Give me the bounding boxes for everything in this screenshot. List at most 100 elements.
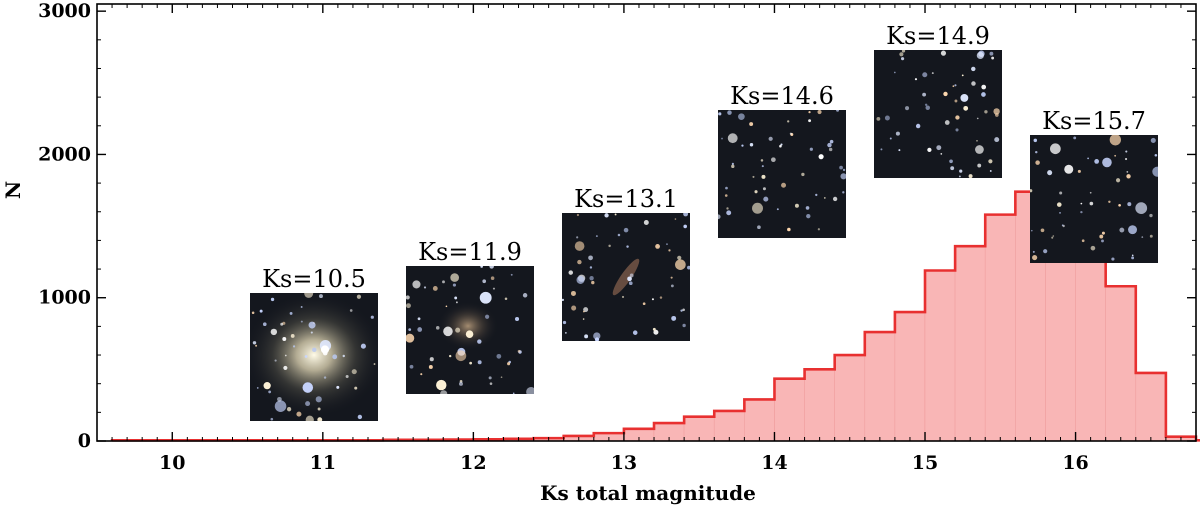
star: [583, 307, 589, 313]
star: [440, 390, 448, 394]
star: [373, 363, 376, 365]
star: [617, 233, 621, 237]
star: [290, 334, 295, 338]
star: [1032, 255, 1038, 261]
star: [252, 341, 257, 345]
star: [589, 266, 593, 269]
star: [406, 295, 410, 300]
star: [568, 270, 573, 275]
star: [409, 364, 414, 369]
star: [1056, 202, 1062, 207]
star: [1081, 239, 1085, 243]
star: [954, 84, 957, 87]
star: [412, 280, 421, 289]
star: [671, 315, 677, 321]
star: [1154, 153, 1158, 157]
star: [310, 331, 313, 334]
y-axis-title: N: [1, 181, 25, 199]
star: [1126, 171, 1129, 173]
star: [738, 113, 745, 120]
star: [593, 332, 601, 340]
x-tick-label: 11: [310, 452, 336, 474]
star: [621, 295, 625, 299]
star: [342, 354, 345, 358]
star: [370, 315, 374, 319]
star: [829, 139, 834, 144]
star: [787, 227, 791, 232]
star: [989, 170, 992, 172]
star: [727, 133, 738, 144]
star: [336, 385, 340, 389]
x-axis-title: Ks total magnitude: [540, 481, 756, 505]
star: [1064, 164, 1074, 174]
histogram-bar: [864, 331, 896, 442]
star: [1033, 138, 1038, 143]
star: [960, 93, 969, 102]
star: [880, 148, 883, 151]
star: [482, 279, 487, 284]
star: [940, 50, 947, 56]
star: [435, 326, 440, 330]
star: [408, 328, 412, 331]
star: [589, 276, 594, 281]
star: [604, 213, 609, 218]
star: [976, 117, 979, 120]
star: [682, 323, 686, 328]
star: [562, 298, 565, 302]
star: [268, 390, 272, 394]
star: [781, 182, 787, 188]
star: [958, 175, 961, 178]
star: [262, 322, 267, 327]
star: [1047, 170, 1053, 176]
star: [1127, 202, 1132, 207]
star: [1102, 157, 1112, 168]
star: [1101, 239, 1104, 243]
x-tick-label: 16: [1062, 452, 1088, 474]
star: [794, 203, 799, 208]
galaxy-inset: [562, 213, 690, 341]
star: [955, 128, 959, 132]
star: [315, 396, 322, 403]
star: [651, 298, 654, 301]
star: [263, 382, 271, 390]
galaxy-inset: [1030, 135, 1158, 263]
star: [809, 147, 813, 151]
star: [428, 364, 433, 369]
star: [726, 210, 732, 216]
star: [357, 414, 363, 420]
star: [895, 131, 900, 136]
star: [1101, 231, 1105, 235]
star: [417, 317, 421, 321]
galaxy-glow: [612, 258, 640, 296]
star: [477, 339, 482, 344]
star: [577, 259, 582, 265]
histogram-bar: [954, 245, 986, 442]
star: [500, 376, 503, 379]
star: [489, 382, 493, 385]
star: [479, 291, 492, 304]
star: [1150, 137, 1156, 143]
star: [955, 115, 960, 120]
star: [1032, 250, 1035, 253]
star: [1059, 211, 1061, 214]
star: [319, 294, 323, 299]
star: [614, 213, 617, 216]
star: [682, 308, 685, 312]
star: [1152, 166, 1158, 177]
star: [925, 105, 930, 110]
star: [583, 310, 585, 313]
star: [749, 122, 754, 127]
histogram-bar: [744, 399, 775, 442]
plot-frame: [96, 3, 1197, 442]
star: [1043, 249, 1048, 254]
star: [670, 284, 674, 288]
star: [839, 165, 843, 170]
star: [489, 266, 494, 269]
star: [741, 144, 744, 147]
star: [406, 333, 415, 343]
star: [349, 309, 353, 312]
star: [296, 411, 302, 417]
star: [1109, 135, 1121, 146]
star: [317, 417, 323, 421]
star: [724, 194, 728, 197]
